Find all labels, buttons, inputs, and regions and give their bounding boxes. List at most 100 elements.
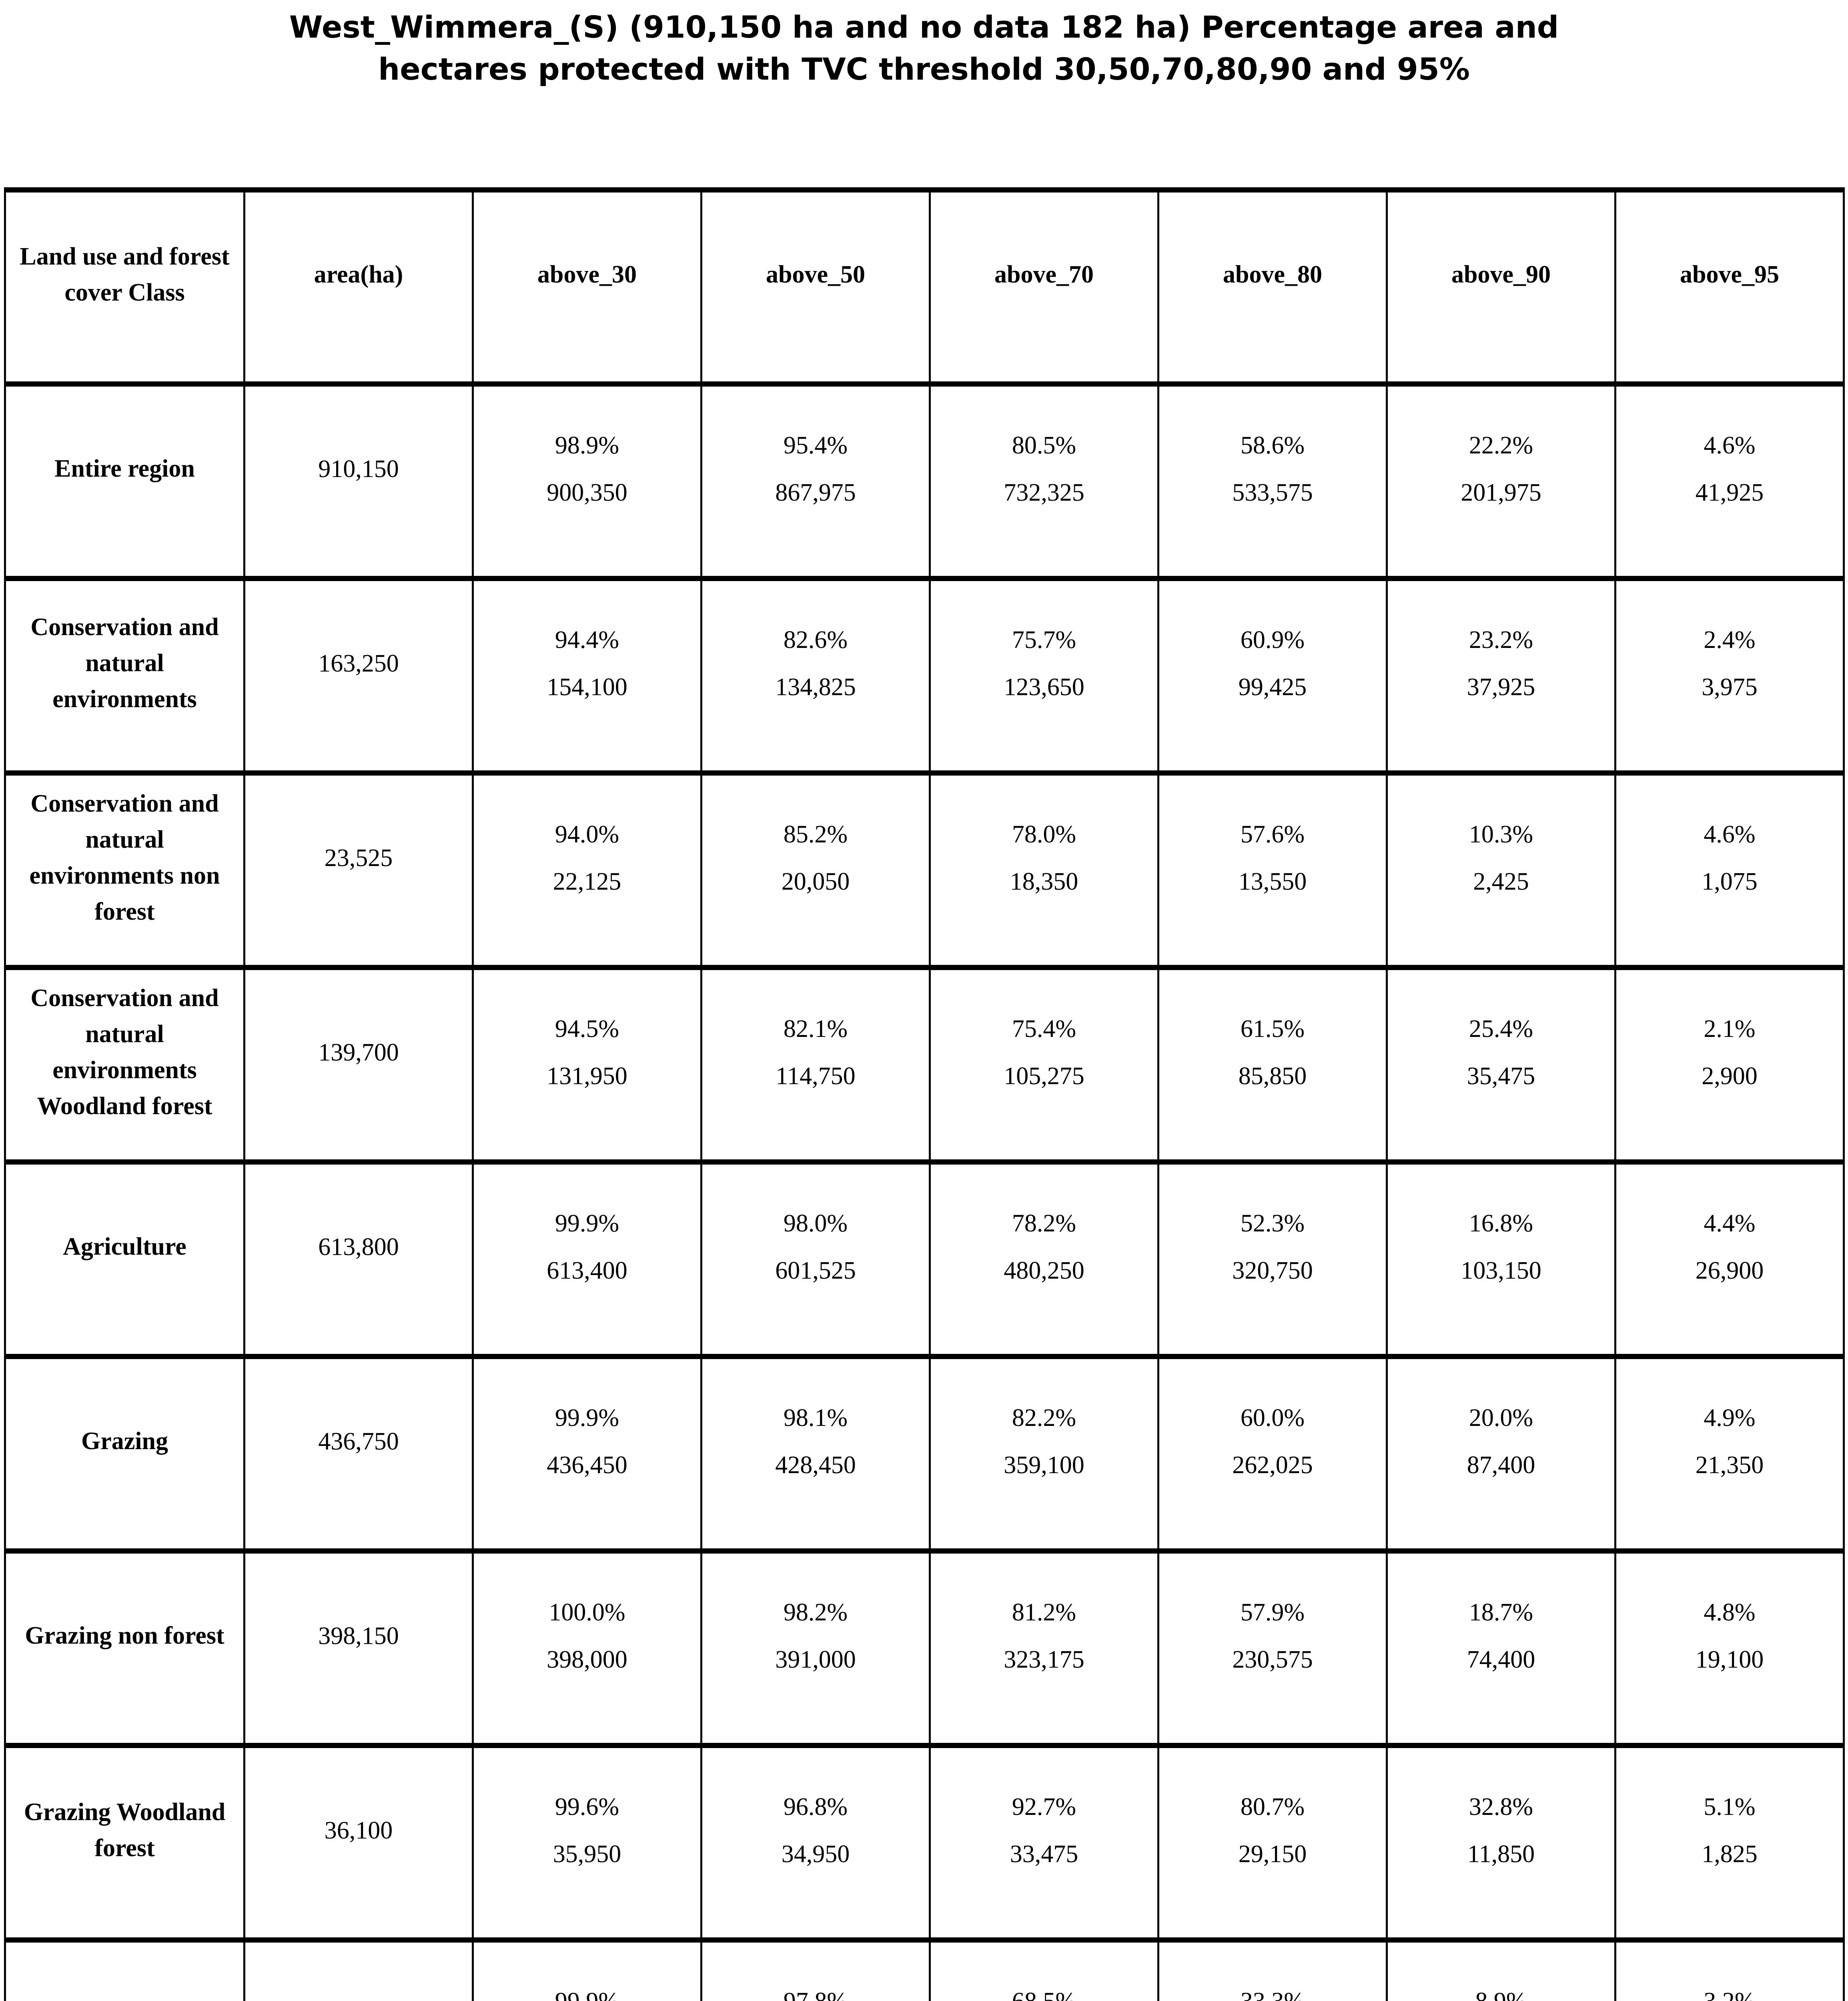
hectares-value: 134,825: [775, 674, 856, 701]
hectares-value: 262,025: [1232, 1452, 1313, 1479]
value-cell: 82.1% 114,750: [700, 964, 931, 1165]
value-cell: 98.0% 601,525: [700, 1159, 931, 1359]
hectares-value: 131,950: [547, 1063, 627, 1090]
percent-value: 99.9%: [482, 1989, 692, 2001]
value-cell: 96.8% 34,950: [700, 1742, 931, 1943]
value-cell: 10.3% 2,425: [1386, 770, 1616, 970]
hectares-value: 391,000: [775, 1646, 856, 1674]
percent-value: 82.1%: [783, 1015, 848, 1043]
page-title-line1: West_Wimmera_(S) (910,150 ha and no data…: [289, 9, 1559, 45]
row-label: Grazing: [4, 1353, 245, 1554]
row-label: Grazing Woodland forest: [4, 1742, 245, 1943]
percent-value: 98.2%: [783, 1599, 848, 1626]
hectares-value: 320,750: [1232, 1257, 1313, 1285]
hectares-value: 105,275: [1004, 1063, 1084, 1090]
percent-value: 78.0%: [1012, 821, 1076, 848]
percent-value: 60.9%: [1240, 626, 1305, 654]
hectares-value: 35,475: [1467, 1063, 1535, 1090]
hectares-value: 99,425: [1238, 674, 1307, 701]
percent-value: 23.2%: [1469, 626, 1533, 654]
hectares-value: 900,350: [547, 479, 627, 507]
value-cell: 78.2% 480,250: [929, 1159, 1159, 1359]
percent-value: 75.4%: [1012, 1015, 1076, 1043]
percent-value: 94.5%: [555, 1015, 619, 1043]
percent-value: 52.3%: [1240, 1210, 1305, 1237]
page-title-line2: hectares protected with TVC threshold 30…: [378, 51, 1470, 87]
percent-value: 4.9%: [1704, 1404, 1756, 1432]
hectares-value: 867,975: [775, 479, 856, 507]
value-cell: 80.7% 29,150: [1157, 1742, 1388, 1943]
area-cell: 176,150: [243, 1937, 474, 2001]
hectares-value: 428,450: [775, 1452, 856, 1479]
hectares-value: 230,575: [1232, 1646, 1313, 1674]
value-cell: 4.4% 26,900: [1614, 1159, 1845, 1359]
value-cell: 99.9% 436,450: [472, 1353, 702, 1554]
percent-value: 99.9%: [555, 1210, 619, 1237]
value-cell: 33.3%58,675: [1157, 1937, 1388, 2001]
hectares-value: 103,150: [1461, 1257, 1541, 1285]
percent-value: 98.1%: [783, 1404, 848, 1432]
table-row: Grazing 436,750 99.9% 436,450 98.1% 428,450 82…: [4, 1353, 1845, 1554]
value-cell: 98.2% 391,000: [700, 1548, 931, 1748]
percent-value: 4.6%: [1704, 821, 1756, 848]
value-cell: 78.0% 18,350: [929, 770, 1159, 970]
value-cell: 82.6% 134,825: [700, 575, 931, 776]
header-area: area(ha): [243, 187, 474, 387]
percent-value: 16.8%: [1469, 1210, 1533, 1237]
hectares-value: 436,450: [547, 1452, 627, 1479]
hectares-value: 2,425: [1473, 868, 1529, 896]
header-row: Land use and forest cover Class area(ha)…: [4, 187, 1845, 387]
value-cell: 8.9%15,750: [1386, 1937, 1616, 2001]
hectares-value: 201,975: [1461, 479, 1541, 507]
value-cell: 100.0% 398,000: [472, 1548, 702, 1748]
percent-value: 3.2%: [1624, 1989, 1835, 2001]
area-cell: 36,100: [243, 1742, 474, 1943]
percent-value: 4.4%: [1704, 1210, 1756, 1237]
percent-value: 99.6%: [555, 1793, 619, 1821]
row-label: Entire region: [4, 381, 245, 581]
percent-value: 57.9%: [1240, 1599, 1305, 1626]
value-cell: 18.7% 74,400: [1386, 1548, 1616, 1748]
value-cell: 4.8% 19,100: [1614, 1548, 1845, 1748]
header-above-30: above_30: [472, 187, 702, 387]
area-cell: 613,800: [243, 1159, 474, 1359]
value-cell: 3.2%5,550: [1614, 1937, 1845, 2001]
hectares-value: 37,925: [1467, 674, 1535, 701]
percent-value: 58.6%: [1240, 432, 1305, 459]
percent-value: 4.6%: [1704, 432, 1756, 459]
percent-value: 92.7%: [1012, 1793, 1076, 1821]
value-cell: 81.2% 323,175: [929, 1548, 1159, 1748]
percent-value: 85.2%: [783, 821, 848, 848]
percent-value: 94.4%: [555, 626, 619, 654]
table-row: Conservation and natural environments no…: [4, 770, 1845, 970]
hectares-value: 21,350: [1695, 1452, 1764, 1479]
row-label: Agriculture: [4, 1159, 245, 1359]
hectares-value: 3,975: [1702, 674, 1758, 701]
percent-value: 61.5%: [1240, 1015, 1305, 1043]
hectares-value: 359,100: [1004, 1452, 1084, 1479]
percent-value: 20.0%: [1469, 1404, 1533, 1432]
value-cell: 99.6% 35,950: [472, 1742, 702, 1943]
hectares-value: 2,900: [1702, 1063, 1758, 1090]
table-row: Entire region 910,150 98.9% 900,350 95.4% 867…: [4, 381, 1845, 581]
percent-value: 94.0%: [555, 821, 619, 848]
hectares-value: 398,000: [547, 1646, 627, 1674]
hectares-value: 20,050: [781, 868, 850, 896]
hectares-value: 154,100: [547, 674, 627, 701]
hectares-value: 613,400: [547, 1257, 627, 1285]
hectares-value: 22,125: [553, 868, 621, 896]
area-cell: 23,525: [243, 770, 474, 970]
value-cell: 60.0% 262,025: [1157, 1353, 1388, 1554]
header-above-50: above_50: [700, 187, 931, 387]
percent-value: 60.0%: [1240, 1404, 1305, 1432]
value-cell: 95.4% 867,975: [700, 381, 931, 581]
percent-value: 57.6%: [1240, 821, 1305, 848]
percent-value: 98.0%: [783, 1210, 848, 1237]
hectares-value: 74,400: [1467, 1646, 1535, 1674]
header-class: Land use and forest cover Class: [4, 187, 245, 387]
hectares-value: 87,400: [1467, 1452, 1535, 1479]
hectares-value: 35,950: [553, 1841, 621, 1868]
percent-value: 33.3%: [1167, 1989, 1378, 2001]
value-cell: 23.2% 37,925: [1386, 575, 1616, 776]
hectares-value: 601,525: [775, 1257, 856, 1285]
